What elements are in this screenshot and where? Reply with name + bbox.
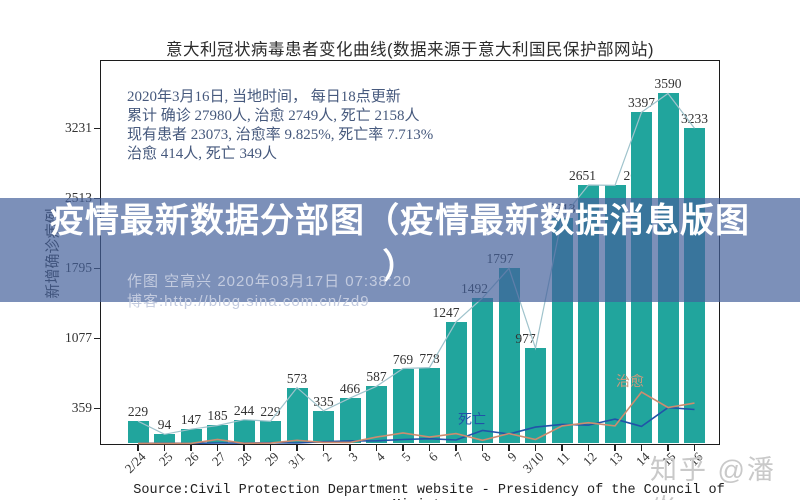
x-tick-mark [428,445,431,451]
x-tick-mark [269,445,272,451]
bar-value-label: 94 [157,417,172,433]
deaths-line [137,406,695,445]
bar-value-label: 1247 [432,304,460,320]
headline-banner-overlay: 疫情最新数据分部图（疫情最新数据消息版图 ） [0,198,800,302]
bar [366,386,387,444]
x-tick-mark [640,445,643,451]
bar-value-label: 3397 [628,95,655,111]
x-tick-mark [534,445,537,451]
bar [207,425,228,444]
bar-value-label: 244 [233,402,255,418]
headline-banner-text-line1: 疫情最新数据分部图（疫情最新数据消息版图 [50,202,750,240]
x-tick-mark [243,445,245,451]
x-tick-mark [481,445,484,451]
author-watermark-line2: 博客:http://blog.sina.com.cn/zd9 [127,292,370,310]
x-tick-mark [402,445,404,451]
bar-value-label: 587 [366,369,387,385]
bar-value-label: 229 [127,404,149,420]
bar-top-trendline [137,92,695,435]
annotation-line-1: 2020年3月16日, 当地时间， 每日18点更新 [127,89,401,105]
x-tick-mark [322,445,325,451]
bar-value-label: 769 [392,351,414,367]
headline-banner-text-line2: ） [382,248,418,286]
line-series-plot [137,92,695,445]
bar [154,434,175,444]
bar-value-label: 3233 [681,111,708,127]
annotation-line-2: 累计 确诊 27980人, 治愈 2749人, 死亡 2158人 [127,108,420,124]
bar [233,419,255,444]
bar-value-label: 573 [286,370,308,386]
x-tick-mark [455,445,457,451]
bar [180,429,202,444]
bar [525,348,546,444]
bar [392,368,414,444]
bar-value-label: 2651 [569,168,596,184]
series-label: 死亡 [458,411,486,427]
x-tick-mark [296,445,298,451]
x-tick-mark [216,445,219,451]
x-tick-mark [137,445,139,451]
x-tick-mark [375,445,378,451]
x-tick-mark [349,445,351,451]
y-tick-mark [94,407,100,410]
stats-annotation: 2020年3月16日, 当地时间， 每日18点更新 累计 确诊 27980人, … [127,88,433,164]
bar-value-label: 147 [180,412,202,428]
bar [313,410,334,444]
bar [339,398,361,444]
bar-value-label: 3590 [654,76,682,92]
y-tick-mark [94,127,100,130]
chart-title: 意大利冠状病毒患者变化曲线(数据来源于意大利国民保护部网站) [166,41,654,59]
annotation-line-4: 治愈 414人, 死亡 349人 [127,146,278,162]
y-tick-label: 3231 [65,120,92,136]
bar [498,268,520,444]
y-tick-mark [94,337,100,340]
author-watermark: 作图 空高兴 2020年03月17日 07:38:20 博客:http://bl… [127,272,412,311]
zhihu-watermark: 知乎 @潘焱 [650,455,776,500]
bar [472,298,493,444]
bar-value-label: 185 [207,408,228,424]
x-tick-mark [667,445,669,451]
y-tick-label: 1077 [65,330,92,346]
x-tick-mark [163,445,166,451]
x-tick-mark [614,445,616,451]
y-tick-label: 359 [71,400,92,416]
cured-line [138,391,695,445]
bar [286,387,308,444]
bar-value-label: 466 [339,381,361,397]
x-tick-mark [587,445,590,451]
source-caption: Source:Civil Protection Department websi… [133,483,725,500]
x-tick-mark [508,445,510,451]
bar-value-label: 335 [313,393,334,409]
bar [127,421,149,444]
x-tick-mark [190,445,192,451]
bar-value-label: 778 [419,350,440,366]
annotation-line-3: 现有患者 23073, 治愈率 9.825%, 死亡率 7.713% [127,127,434,143]
bar [419,367,440,444]
bar [445,321,467,444]
author-watermark-line1: 作图 空高兴 2020年03月17日 07:38:20 [127,273,412,290]
x-tick-mark [561,445,563,451]
x-tick-mark [693,445,696,451]
series-label: 治愈 [616,373,644,389]
bar [260,421,281,444]
